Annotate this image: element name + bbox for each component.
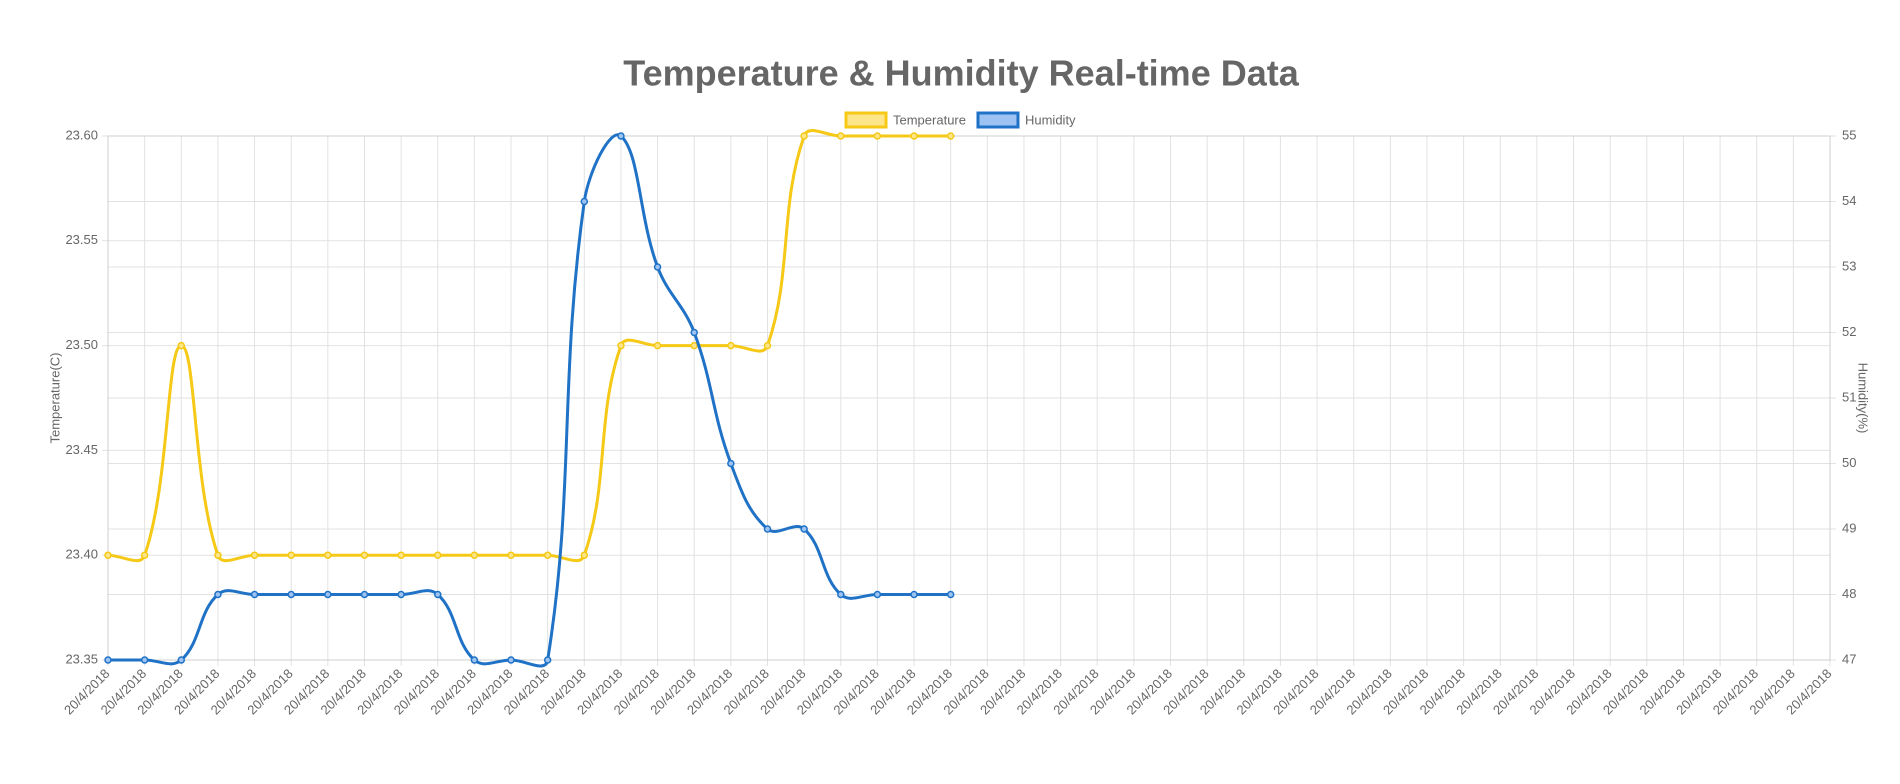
data-point (873, 132, 882, 140)
data-point (543, 551, 552, 559)
data-point (324, 590, 332, 599)
data-point (397, 551, 405, 559)
y2-tick-label: 47 (1842, 651, 1856, 666)
y-tick-label: 23.40 (65, 547, 98, 562)
y2-tick-label: 51 (1842, 389, 1856, 404)
y2-axis-label: Humidity(%) (1856, 363, 1871, 434)
series-line (107, 129, 951, 563)
y2-tick-label: 48 (1842, 586, 1856, 601)
data-point (653, 341, 662, 350)
legend-swatch (844, 111, 888, 129)
plot-border (107, 135, 1831, 661)
data-point (946, 590, 955, 599)
data-point (250, 590, 259, 599)
data-point (397, 590, 405, 599)
y-tick-label: 23.50 (65, 337, 98, 352)
legend-swatch (976, 111, 1020, 129)
y-tick-label: 23.55 (65, 232, 98, 247)
data-point (690, 328, 698, 337)
data-point (543, 656, 552, 664)
y-tick-label: 23.45 (65, 442, 98, 457)
data-point (690, 341, 698, 350)
data-point (617, 132, 625, 140)
y2-tick-label: 52 (1842, 324, 1856, 339)
data-point (727, 341, 735, 350)
data-point (104, 551, 112, 559)
y-axis-label: Temperature(C) (47, 352, 62, 443)
data-point (653, 263, 662, 271)
data-point (910, 590, 918, 599)
legend-label: Temperature (893, 112, 966, 127)
data-point (580, 551, 589, 559)
data-point (837, 590, 845, 599)
data-point (507, 551, 515, 559)
data-point (763, 525, 772, 533)
data-point (470, 656, 479, 664)
y-tick-label: 23.60 (65, 127, 98, 142)
data-point (837, 132, 845, 140)
data-point (910, 132, 918, 140)
data-point (507, 656, 515, 664)
data-point (433, 551, 442, 559)
y2-tick-label: 55 (1842, 127, 1856, 142)
data-point (360, 551, 369, 559)
data-point (250, 551, 259, 559)
grid (102, 135, 1836, 666)
data-point (580, 197, 589, 206)
data-point (140, 656, 149, 664)
y2-tick-label: 49 (1842, 520, 1856, 535)
chart-title: Temperature & Humidity Real-time Data (623, 53, 1299, 94)
data-point (287, 551, 295, 559)
y-tick-label: 23.35 (65, 651, 98, 666)
data-point (177, 656, 186, 664)
data-point (800, 132, 808, 140)
data-point (800, 525, 808, 533)
data-point (324, 551, 332, 559)
y2-tick-label: 54 (1842, 193, 1856, 208)
data-point (104, 656, 112, 664)
data-point (873, 590, 882, 599)
data-point (177, 341, 186, 350)
data-point (214, 590, 222, 599)
data-point (433, 590, 442, 599)
y2-tick-label: 53 (1842, 258, 1856, 273)
data-point (470, 551, 479, 559)
data-point (287, 590, 295, 599)
data-point (214, 551, 222, 559)
series-line (108, 133, 951, 668)
legend-label: Humidity (1025, 112, 1076, 127)
data-point (763, 341, 772, 350)
data-point (617, 341, 625, 350)
data-point (140, 551, 149, 559)
y2-tick-label: 50 (1842, 455, 1856, 470)
data-point (727, 459, 735, 468)
data-point (946, 132, 955, 140)
data-point (360, 590, 369, 599)
